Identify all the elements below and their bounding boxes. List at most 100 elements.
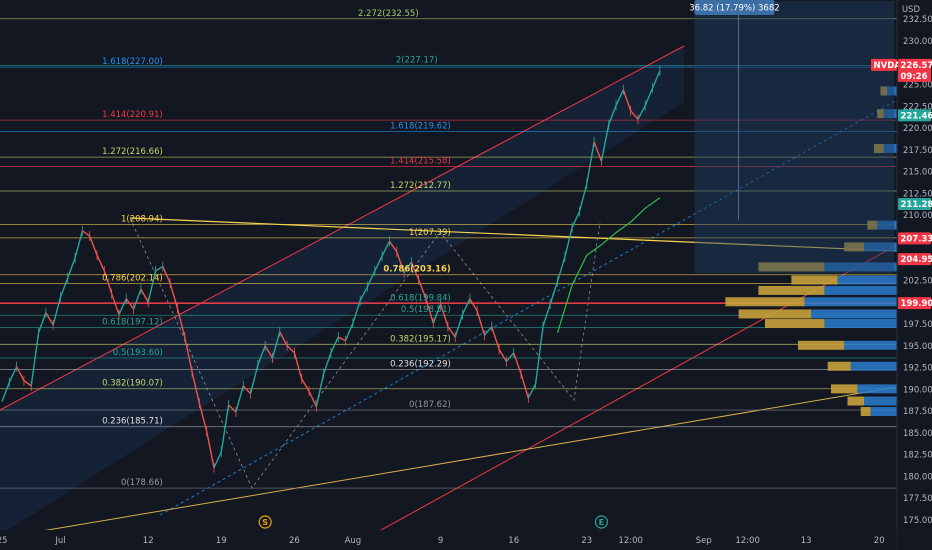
volume-bar-up bbox=[880, 86, 888, 96]
price-segment bbox=[439, 303, 449, 327]
price-tick-label: 210.00 bbox=[903, 211, 932, 221]
drawing-tools[interactable] bbox=[0, 0, 898, 550]
price-tick-label: 202.50 bbox=[903, 276, 932, 286]
event-marker-circle[interactable] bbox=[258, 515, 272, 529]
fib-label: 0.5(193.60) bbox=[113, 348, 163, 358]
fib-labels: 2.272(232.55) 1.618(227.00) 2(227.17) 1.414… bbox=[102, 9, 451, 488]
price-segment bbox=[520, 373, 529, 399]
price-segment bbox=[162, 266, 171, 284]
price-segment bbox=[578, 183, 588, 212]
price-segment bbox=[476, 310, 486, 336]
volume-bar-up bbox=[765, 319, 825, 329]
volume-bar-up bbox=[873, 143, 884, 153]
price-segment bbox=[89, 235, 98, 256]
volume-bar-down bbox=[857, 384, 897, 394]
price-segment bbox=[198, 403, 208, 432]
price-tick-label: 192.50 bbox=[903, 364, 932, 374]
price-tick-label: 185.00 bbox=[903, 429, 932, 439]
price-segment bbox=[374, 255, 383, 272]
price-segment bbox=[615, 89, 624, 106]
yellow-trendline-bottom[interactable] bbox=[0, 386, 898, 539]
event-marker-circle[interactable] bbox=[594, 515, 609, 529]
time-axis-bg[interactable] bbox=[0, 530, 897, 550]
volume-bar-down bbox=[824, 285, 897, 295]
price-segment bbox=[52, 296, 62, 326]
price-segment bbox=[622, 89, 632, 111]
volume-bar-down bbox=[824, 262, 897, 272]
volume-bar-up bbox=[831, 384, 858, 394]
price-segment bbox=[176, 308, 186, 338]
price-tick-label: 197.50 bbox=[903, 320, 932, 330]
zigzag-dashed bbox=[129, 217, 601, 489]
price-segment bbox=[381, 240, 391, 257]
price-segment bbox=[322, 352, 332, 374]
price-segment bbox=[293, 352, 303, 380]
price-segment bbox=[608, 105, 617, 125]
time-axis-ticks: 25 Jul 12 19 26 Aug 9 16 23 12:00 Sep 12:00 13 20 bbox=[0, 536, 885, 546]
price-tag: 221.46 bbox=[898, 109, 932, 122]
volume-profile bbox=[725, 86, 897, 416]
volume-bar-up bbox=[798, 340, 845, 350]
price-tick-label: 222.50 bbox=[903, 102, 932, 112]
fib-label: 1.618(227.00) bbox=[102, 57, 163, 67]
price-segment bbox=[249, 364, 259, 394]
fib-label: 0(178.66) bbox=[121, 478, 163, 488]
price-segment bbox=[23, 380, 32, 387]
volume-bar-down bbox=[864, 396, 897, 406]
measure-tool[interactable]: 36.82 (17.79%) 3682 bbox=[689, 0, 894, 274]
fib-label: 2(227.17) bbox=[396, 56, 438, 66]
price-segment bbox=[30, 332, 40, 386]
channel-upper-line[interactable] bbox=[0, 45, 685, 411]
price-segment bbox=[264, 345, 274, 359]
volume-bar-up bbox=[725, 297, 805, 307]
fib-levels bbox=[0, 18, 897, 489]
volume-bar-down bbox=[883, 143, 897, 153]
price-tick-label: 175.00 bbox=[903, 516, 932, 526]
channel-lower-line[interactable] bbox=[344, 244, 898, 550]
price-tag: 211.28 bbox=[898, 198, 932, 211]
fib-label: 0.786(203.16) bbox=[383, 265, 451, 275]
price-segment bbox=[542, 303, 551, 327]
price-segment bbox=[118, 298, 127, 315]
price-segment bbox=[527, 383, 537, 399]
fib-label: 0.786(202.14) bbox=[102, 274, 163, 284]
event-marker-label[interactable]: S bbox=[262, 518, 268, 527]
price-segment bbox=[279, 331, 288, 347]
volume-bar-up bbox=[738, 309, 812, 319]
event-marker-label[interactable]: E bbox=[599, 518, 604, 527]
time-tick-label: 16 bbox=[508, 536, 519, 546]
price-segment bbox=[447, 326, 456, 338]
price-segment bbox=[286, 345, 295, 354]
volume-bar-down bbox=[883, 109, 897, 119]
price-tag: 226.57 bbox=[898, 58, 932, 71]
price-segment bbox=[155, 265, 164, 272]
volume-bar-up bbox=[844, 242, 864, 252]
fib-label: 1.272(212.77) bbox=[390, 181, 451, 191]
fib-label: 1.272(216.66) bbox=[102, 147, 163, 157]
fib-label: 0.5(198.51) bbox=[401, 305, 451, 315]
fib-label: 1.414(220.91) bbox=[102, 110, 163, 120]
price-tick-label: 190.00 bbox=[903, 385, 932, 395]
price-segment bbox=[184, 336, 193, 373]
price-segment bbox=[308, 390, 317, 408]
yellow-trendline-top[interactable] bbox=[129, 217, 898, 252]
price-segment bbox=[586, 141, 595, 184]
price-tick-label: 187.50 bbox=[903, 407, 932, 417]
price-segment bbox=[513, 352, 522, 374]
price-segment bbox=[110, 293, 120, 315]
price-tag: 199.90 bbox=[898, 297, 932, 310]
currency-label: USD bbox=[902, 5, 921, 15]
price-segment bbox=[337, 336, 346, 342]
price-segment bbox=[454, 314, 464, 338]
price-segment bbox=[82, 230, 91, 237]
price-segment bbox=[59, 277, 69, 298]
price-segment bbox=[235, 385, 244, 413]
volume-bar-up bbox=[758, 262, 825, 272]
price-segment bbox=[67, 257, 76, 279]
price-axis-bg[interactable] bbox=[897, 0, 932, 550]
price-segment bbox=[301, 378, 310, 392]
price-segment bbox=[644, 87, 654, 106]
